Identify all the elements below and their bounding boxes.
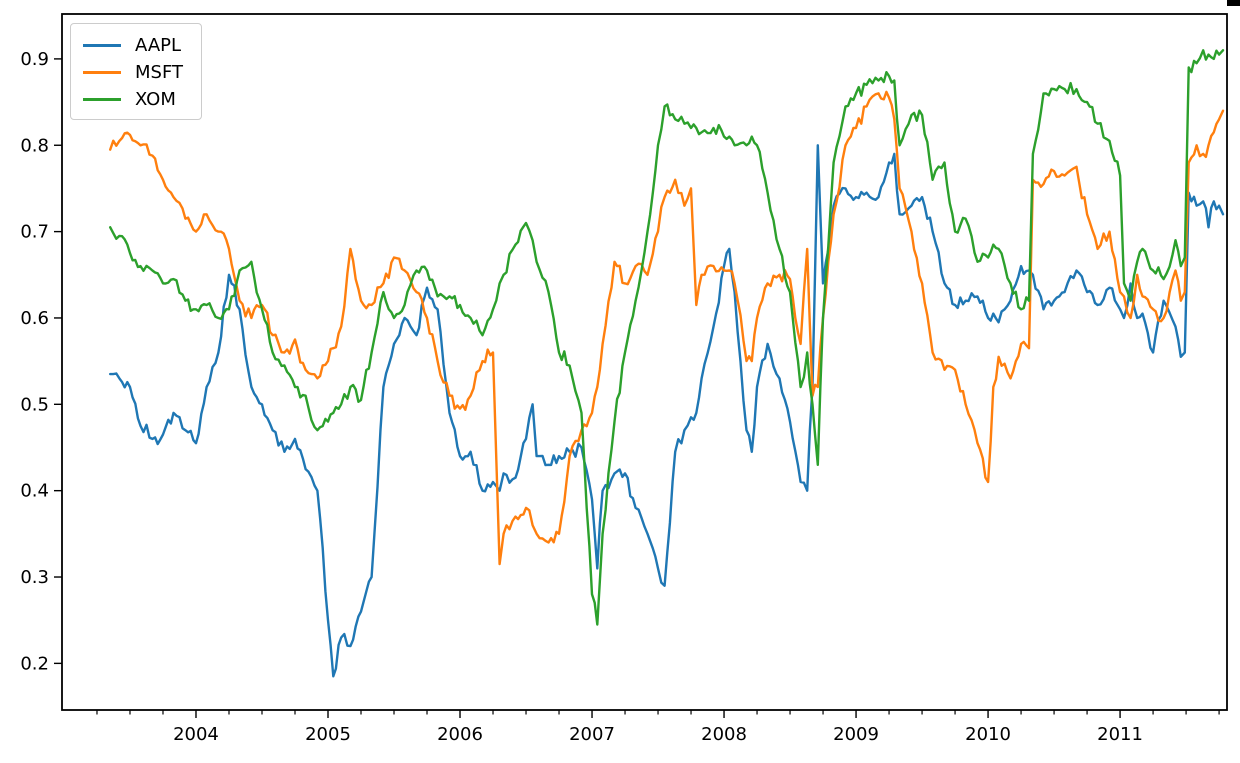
series-line-xom bbox=[109, 49, 1225, 626]
legend-label-xom: XOM bbox=[135, 89, 176, 110]
series-line-aapl bbox=[109, 144, 1225, 678]
y-tick-label: 0.2 bbox=[20, 653, 49, 674]
x-tick-label: 2005 bbox=[305, 724, 351, 745]
legend-label-msft: MSFT bbox=[135, 62, 183, 83]
legend-label-aapl: AAPL bbox=[135, 35, 182, 56]
x-tick-label: 2009 bbox=[833, 724, 879, 745]
legend-entry-aapl: AAPL bbox=[83, 32, 191, 59]
legend-entry-xom: XOM bbox=[83, 86, 191, 113]
x-tick-label: 2010 bbox=[965, 724, 1011, 745]
legend-box: AAPL MSFT XOM bbox=[70, 23, 202, 120]
x-tick-label: 2007 bbox=[569, 724, 615, 745]
x-tick-label: 2006 bbox=[437, 724, 483, 745]
y-tick-label: 0.6 bbox=[20, 308, 49, 329]
y-tick-label: 0.8 bbox=[20, 135, 49, 156]
legend-entry-msft: MSFT bbox=[83, 59, 191, 86]
corner-artifact bbox=[1227, 0, 1240, 6]
y-tick-label: 0.4 bbox=[20, 481, 49, 502]
x-tick-label: 2004 bbox=[173, 724, 219, 745]
legend-line-xom bbox=[83, 98, 121, 101]
legend-line-aapl bbox=[83, 44, 121, 47]
plot-frame bbox=[61, 13, 1228, 711]
y-tick-label: 0.5 bbox=[20, 394, 49, 415]
legend-line-msft bbox=[83, 71, 121, 74]
y-tick-label: 0.7 bbox=[20, 222, 49, 243]
series-line-msft bbox=[109, 90, 1225, 566]
y-tick-label: 0.9 bbox=[20, 49, 49, 70]
x-tick-label: 2011 bbox=[1097, 724, 1143, 745]
y-tick-label: 0.3 bbox=[20, 567, 49, 588]
x-tick-label: 2008 bbox=[701, 724, 747, 745]
